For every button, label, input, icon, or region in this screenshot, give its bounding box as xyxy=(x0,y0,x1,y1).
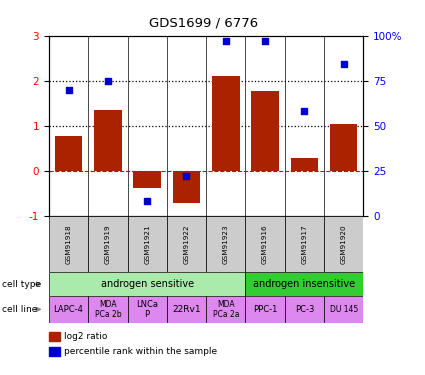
Bar xyxy=(167,296,206,322)
Text: GSM91916: GSM91916 xyxy=(262,224,268,264)
Text: GSM91920: GSM91920 xyxy=(341,224,347,264)
Point xyxy=(340,62,347,68)
Text: GSM91921: GSM91921 xyxy=(144,224,150,264)
Bar xyxy=(330,124,357,171)
Bar xyxy=(212,76,240,171)
Text: GSM91922: GSM91922 xyxy=(184,224,190,264)
Bar xyxy=(94,110,122,171)
Point xyxy=(222,38,229,44)
Text: GSM91923: GSM91923 xyxy=(223,224,229,264)
Bar xyxy=(324,216,363,272)
Bar xyxy=(49,296,88,322)
Bar xyxy=(245,216,285,272)
Bar xyxy=(173,171,200,203)
Bar xyxy=(128,216,167,272)
Bar xyxy=(285,216,324,272)
Bar xyxy=(49,216,88,272)
Bar xyxy=(285,296,324,322)
Text: androgen insensitive: androgen insensitive xyxy=(253,279,355,289)
Point xyxy=(301,108,308,114)
Text: percentile rank within the sample: percentile rank within the sample xyxy=(64,347,217,356)
Text: GDS1699 / 6776: GDS1699 / 6776 xyxy=(150,17,258,30)
Bar xyxy=(251,90,279,171)
Text: cell line: cell line xyxy=(2,305,37,314)
Text: GSM91918: GSM91918 xyxy=(65,224,71,264)
Point xyxy=(65,87,72,93)
Text: cell type: cell type xyxy=(2,280,41,289)
Bar xyxy=(49,332,60,341)
Bar xyxy=(291,158,318,171)
Bar xyxy=(49,347,60,356)
Bar xyxy=(128,296,167,322)
Bar xyxy=(167,216,206,272)
Bar xyxy=(133,171,161,188)
Bar xyxy=(206,296,245,322)
Text: 22Rv1: 22Rv1 xyxy=(172,305,201,314)
Bar xyxy=(245,272,363,296)
Text: androgen sensitive: androgen sensitive xyxy=(101,279,194,289)
Point xyxy=(105,78,111,84)
Text: MDA
PCa 2b: MDA PCa 2b xyxy=(94,300,121,319)
Bar xyxy=(206,216,245,272)
Text: LNCa
P: LNCa P xyxy=(136,300,158,319)
Bar xyxy=(88,216,128,272)
Text: GSM91919: GSM91919 xyxy=(105,224,111,264)
Point xyxy=(183,173,190,179)
Point xyxy=(262,38,269,44)
Text: DU 145: DU 145 xyxy=(330,305,358,314)
Bar xyxy=(324,296,363,322)
Text: GSM91917: GSM91917 xyxy=(301,224,307,264)
Text: PPC-1: PPC-1 xyxy=(253,305,277,314)
Point xyxy=(144,198,150,204)
Text: PC-3: PC-3 xyxy=(295,305,314,314)
Bar xyxy=(49,272,245,296)
Text: LAPC-4: LAPC-4 xyxy=(54,305,83,314)
Bar xyxy=(55,135,82,171)
Bar xyxy=(245,296,285,322)
Text: MDA
PCa 2a: MDA PCa 2a xyxy=(212,300,239,319)
Bar xyxy=(88,296,128,322)
Text: log2 ratio: log2 ratio xyxy=(64,332,107,341)
